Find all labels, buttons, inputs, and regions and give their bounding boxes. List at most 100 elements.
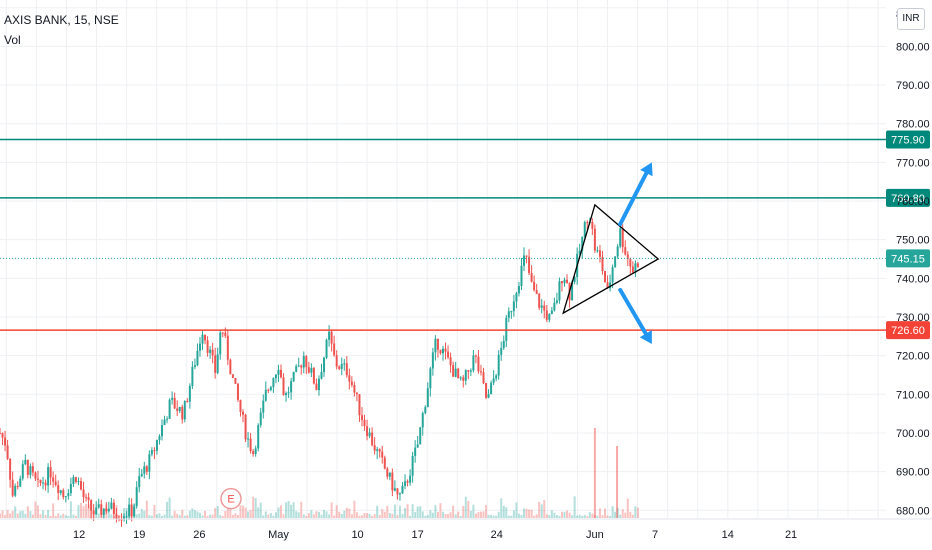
candle-body bbox=[434, 338, 437, 353]
volume-bar bbox=[507, 515, 510, 518]
volume-bar bbox=[52, 503, 55, 518]
volume-bar bbox=[472, 504, 475, 518]
candle-body bbox=[320, 371, 323, 379]
horizontal-lines[interactable] bbox=[0, 138, 886, 331]
candle-body bbox=[249, 438, 252, 452]
volume-bar bbox=[571, 515, 574, 518]
candle-body bbox=[345, 363, 348, 376]
volume-bar bbox=[31, 514, 34, 518]
symbol-title[interactable]: AXIS BANK, 15, NSE bbox=[4, 13, 119, 27]
candle-body bbox=[178, 406, 181, 411]
candle-body bbox=[145, 466, 148, 472]
chart-legend: AXIS BANK, 15, NSE Vol bbox=[4, 10, 119, 50]
time-axis[interactable]: 12 19 26 May 10 17 24 Jun 7 14 21 bbox=[0, 518, 932, 541]
candle-body bbox=[72, 477, 75, 484]
volume-bar bbox=[302, 514, 305, 518]
volume-bar bbox=[454, 514, 457, 518]
candle-body bbox=[626, 254, 629, 260]
candle-body bbox=[216, 354, 219, 373]
volume-bar bbox=[300, 501, 303, 518]
candle-body bbox=[406, 481, 409, 483]
volume-bar bbox=[178, 515, 181, 518]
volume-bar bbox=[447, 514, 450, 518]
volume-bar bbox=[583, 514, 586, 518]
candle-body bbox=[426, 388, 429, 408]
candle-body bbox=[138, 476, 141, 488]
volume-bar bbox=[404, 508, 407, 518]
volume-bar bbox=[244, 507, 247, 518]
candle-body bbox=[616, 246, 619, 257]
volume-bar bbox=[388, 513, 391, 518]
price-tick-label: 700.00 bbox=[896, 428, 930, 440]
candle-body bbox=[236, 383, 239, 400]
volume-bar bbox=[535, 514, 538, 518]
triangle-pattern[interactable] bbox=[562, 203, 660, 315]
volume-bar bbox=[166, 501, 169, 518]
candle-body bbox=[307, 367, 310, 373]
candle-body bbox=[416, 444, 419, 448]
price-tick-label: 710.00 bbox=[896, 389, 930, 401]
candle-body bbox=[226, 335, 229, 360]
candle-body bbox=[421, 413, 424, 428]
candle-body bbox=[490, 382, 493, 395]
volume-indicator-label[interactable]: Vol bbox=[4, 33, 21, 47]
volume-bar bbox=[183, 515, 186, 518]
candle-body bbox=[606, 282, 609, 289]
annotations[interactable]: E bbox=[220, 162, 660, 510]
breakout-arrow-shaft[interactable] bbox=[618, 287, 648, 336]
candle-body bbox=[204, 334, 207, 341]
candle-body bbox=[401, 485, 404, 494]
candle-body bbox=[257, 425, 260, 449]
candle-body bbox=[452, 365, 455, 377]
price-tick-label: 780.00 bbox=[896, 119, 930, 131]
volume-bar bbox=[206, 515, 209, 518]
volume-bar bbox=[563, 511, 566, 518]
earnings-event-label[interactable]: E bbox=[227, 494, 234, 506]
candle-body bbox=[0, 432, 1, 434]
candle-body bbox=[163, 419, 166, 426]
level-label: 726.60 bbox=[891, 325, 925, 337]
candle-body bbox=[201, 334, 204, 344]
volume-bar bbox=[333, 515, 336, 518]
volume-bar bbox=[214, 508, 217, 518]
candle-body bbox=[411, 455, 414, 476]
price-tick-label: 680.00 bbox=[896, 505, 930, 517]
volume-bar bbox=[39, 514, 42, 518]
candle-body bbox=[505, 317, 508, 341]
candle-body bbox=[338, 366, 341, 369]
volume-bar bbox=[457, 511, 460, 518]
candle-body bbox=[173, 397, 176, 409]
earnings-event-marker[interactable] bbox=[220, 487, 242, 510]
candle-body bbox=[140, 473, 143, 477]
volume-bar bbox=[560, 511, 563, 518]
volume-bar bbox=[500, 498, 503, 518]
volume-bar bbox=[310, 510, 313, 518]
volume-bar bbox=[0, 513, 1, 518]
candle-body bbox=[274, 374, 277, 379]
breakout-arrow-head[interactable] bbox=[639, 330, 652, 345]
candle-body bbox=[279, 369, 282, 378]
candle-body bbox=[350, 381, 353, 386]
candle-body bbox=[80, 481, 83, 490]
candle-body bbox=[621, 228, 624, 248]
level-label: 760.80 bbox=[891, 193, 925, 205]
candle-body bbox=[528, 256, 531, 273]
currency-button[interactable]: INR bbox=[897, 8, 925, 30]
candle-body bbox=[310, 367, 313, 373]
breakout-arrow-shaft[interactable] bbox=[618, 171, 649, 227]
candle-body bbox=[454, 368, 457, 377]
volume-bar bbox=[145, 500, 148, 518]
volume-bar bbox=[216, 505, 219, 518]
candle-body bbox=[166, 418, 169, 420]
volume-bar bbox=[80, 502, 83, 518]
volume-bar bbox=[355, 512, 358, 518]
candle-body bbox=[277, 369, 280, 375]
candle-body bbox=[573, 277, 576, 282]
gridlines bbox=[0, 0, 886, 518]
price-axis[interactable]: 775.90 760.80 726.60 745.15 680.00 690.00 700.… bbox=[886, 9, 930, 517]
candle-body bbox=[234, 377, 237, 384]
breakout-arrow-head[interactable] bbox=[640, 162, 653, 177]
volume-bar bbox=[383, 511, 386, 518]
